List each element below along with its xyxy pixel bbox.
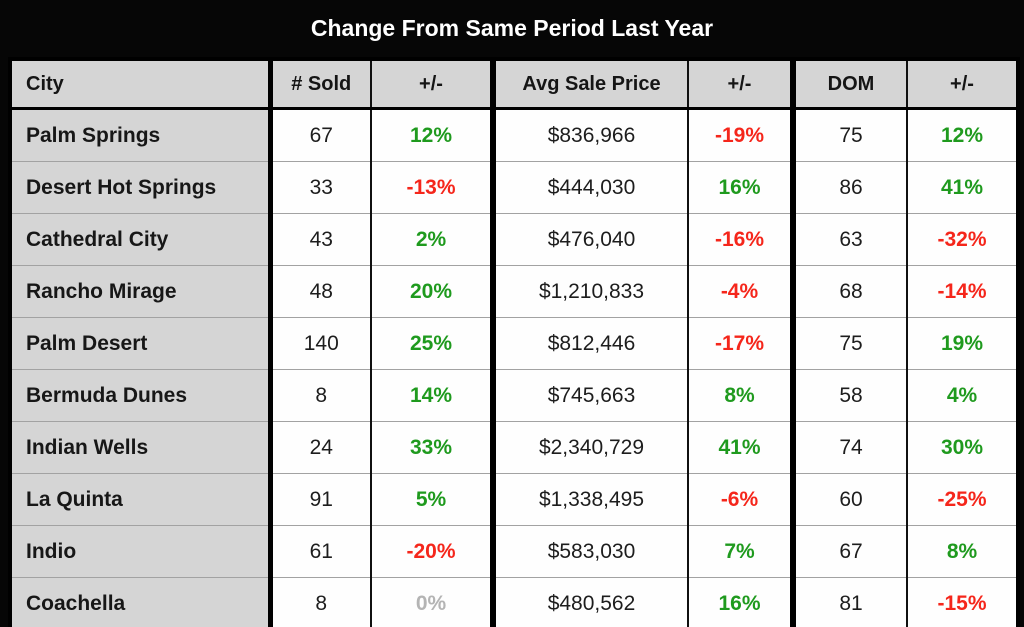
dom-change-cell: 4% (907, 369, 1018, 422)
dom-change-cell: -15% (907, 577, 1018, 627)
city-cell: La Quinta (10, 473, 273, 526)
dom-change-cell: 19% (907, 317, 1018, 370)
col-header-sold: # Sold (270, 59, 372, 110)
price-change-cell: 7% (688, 525, 796, 578)
table-row: Palm Springs 67 12% $836,966 -19% 75 12% (10, 108, 1018, 162)
dom-cell: 63 (793, 213, 908, 266)
sold-cell: 8 (270, 577, 372, 627)
city-cell: Desert Hot Springs (10, 161, 273, 214)
dom-cell: 60 (793, 473, 908, 526)
avg-price-cell: $476,040 (493, 213, 689, 266)
sold-cell: 67 (270, 108, 372, 162)
price-change-cell: -6% (688, 473, 796, 526)
avg-price-cell: $1,210,833 (493, 265, 689, 318)
sold-cell: 91 (270, 473, 372, 526)
dom-change-cell: 30% (907, 421, 1018, 474)
sold-change-cell: 14% (371, 369, 496, 422)
sold-change-cell: -20% (371, 525, 496, 578)
table-row: Cathedral City 43 2% $476,040 -16% 63 -3… (10, 213, 1018, 266)
sold-cell: 8 (270, 369, 372, 422)
sold-change-cell: -13% (371, 161, 496, 214)
dom-cell: 75 (793, 108, 908, 162)
dom-cell: 81 (793, 577, 908, 627)
dom-change-cell: -32% (907, 213, 1018, 266)
avg-price-cell: $836,966 (493, 108, 689, 162)
sold-cell: 33 (270, 161, 372, 214)
col-header-dom: DOM (793, 59, 908, 110)
dom-cell: 67 (793, 525, 908, 578)
sold-change-cell: 20% (371, 265, 496, 318)
avg-price-cell: $444,030 (493, 161, 689, 214)
dom-cell: 86 (793, 161, 908, 214)
sold-cell: 61 (270, 525, 372, 578)
dom-change-cell: 12% (907, 108, 1018, 162)
sold-change-cell: 33% (371, 421, 496, 474)
dom-change-cell: -14% (907, 265, 1018, 318)
price-change-cell: -19% (688, 108, 796, 162)
price-change-cell: 8% (688, 369, 796, 422)
col-header-sold-change: +/- (371, 59, 496, 110)
sold-cell: 48 (270, 265, 372, 318)
table-row: Coachella 8 0% $480,562 16% 81 -15% (10, 577, 1018, 627)
table-row: Rancho Mirage 48 20% $1,210,833 -4% 68 -… (10, 265, 1018, 318)
table-row: Indian Wells 24 33% $2,340,729 41% 74 30… (10, 421, 1018, 474)
price-change-cell: -4% (688, 265, 796, 318)
avg-price-cell: $480,562 (493, 577, 689, 627)
col-header-city: City (10, 59, 273, 110)
table-row: La Quinta 91 5% $1,338,495 -6% 60 -25% (10, 473, 1018, 526)
dom-change-cell: -25% (907, 473, 1018, 526)
avg-price-cell: $1,338,495 (493, 473, 689, 526)
city-cell: Indian Wells (10, 421, 273, 474)
dom-cell: 74 (793, 421, 908, 474)
dom-cell: 58 (793, 369, 908, 422)
avg-price-cell: $2,340,729 (493, 421, 689, 474)
dom-change-cell: 8% (907, 525, 1018, 578)
table-row: Palm Desert 140 25% $812,446 -17% 75 19% (10, 317, 1018, 370)
table-header: City # Sold +/- Avg Sale Price +/- DOM +… (10, 59, 1018, 110)
col-header-avg-sale-price: Avg Sale Price (493, 59, 689, 110)
sold-change-cell: 12% (371, 108, 496, 162)
price-change-cell: 41% (688, 421, 796, 474)
dom-change-cell: 41% (907, 161, 1018, 214)
sold-cell: 24 (270, 421, 372, 474)
chart-title: Change From Same Period Last Year (310, 15, 714, 41)
table-body: Palm Springs 67 12% $836,966 -19% 75 12%… (10, 108, 1018, 627)
sold-change-cell: 5% (371, 473, 496, 526)
city-cell: Coachella (10, 577, 273, 627)
city-cell: Indio (10, 525, 273, 578)
city-cell: Palm Springs (10, 108, 273, 162)
dom-cell: 75 (793, 317, 908, 370)
table-row: Indio 61 -20% $583,030 7% 67 8% (10, 525, 1018, 578)
sold-cell: 43 (270, 213, 372, 266)
sold-cell: 140 (270, 317, 372, 370)
sold-change-cell: 25% (371, 317, 496, 370)
price-change-cell: -17% (688, 317, 796, 370)
city-cell: Bermuda Dunes (10, 369, 273, 422)
header-row: City # Sold +/- Avg Sale Price +/- DOM +… (10, 59, 1018, 110)
avg-price-cell: $583,030 (493, 525, 689, 578)
table-row: Desert Hot Springs 33 -13% $444,030 16% … (10, 161, 1018, 214)
city-cell: Palm Desert (10, 317, 273, 370)
stats-table: City # Sold +/- Avg Sale Price +/- DOM +… (8, 57, 1020, 627)
city-cell: Cathedral City (10, 213, 273, 266)
dom-cell: 68 (793, 265, 908, 318)
price-change-cell: 16% (688, 161, 796, 214)
sold-change-cell: 2% (371, 213, 496, 266)
col-header-price-change: +/- (688, 59, 796, 110)
table-row: Bermuda Dunes 8 14% $745,663 8% 58 4% (10, 369, 1018, 422)
city-cell: Rancho Mirage (10, 265, 273, 318)
avg-price-cell: $812,446 (493, 317, 689, 370)
price-change-cell: -16% (688, 213, 796, 266)
col-header-dom-change: +/- (907, 59, 1018, 110)
price-change-cell: 16% (688, 577, 796, 627)
sold-change-cell: 0% (371, 577, 496, 627)
avg-price-cell: $745,663 (493, 369, 689, 422)
